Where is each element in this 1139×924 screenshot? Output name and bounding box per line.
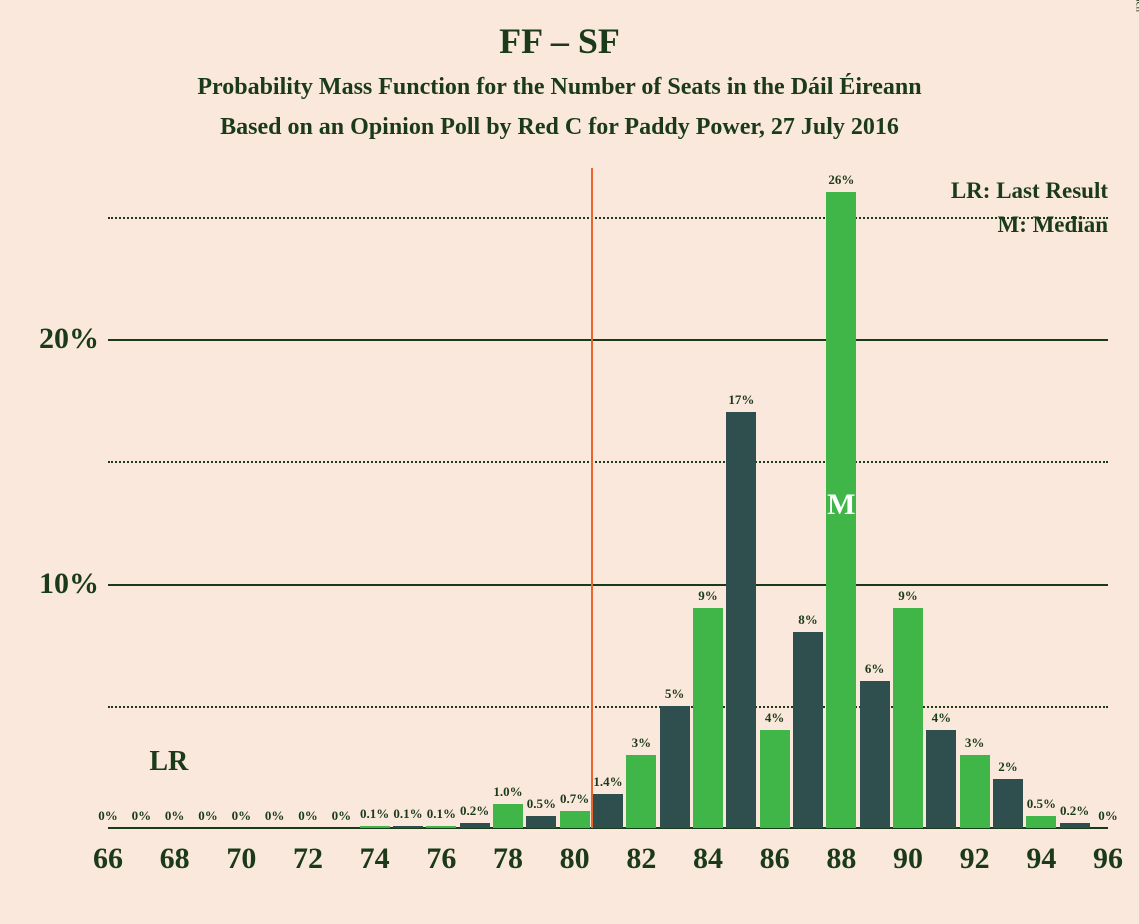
bar-value-label: 1.0%: [493, 784, 522, 800]
reference-vline: [591, 168, 593, 828]
x-axis-tick-label: 84: [693, 842, 723, 876]
bar: [493, 804, 523, 828]
x-axis-tick-label: 86: [760, 842, 790, 876]
x-axis-tick-label: 66: [93, 842, 123, 876]
bar: [393, 826, 423, 828]
bar-value-label: 0%: [98, 808, 118, 824]
bar: [1026, 816, 1056, 828]
grid-line-minor: [108, 217, 1108, 219]
bar-value-label: 5%: [665, 686, 685, 702]
bar: [626, 755, 656, 828]
bar-value-label: 1.4%: [593, 774, 622, 790]
bar-value-label: 0%: [198, 808, 218, 824]
y-axis-tick-label: 20%: [9, 322, 99, 356]
chart-title: FF – SF: [0, 20, 1119, 62]
bar-value-label: 26%: [828, 172, 854, 188]
bar-value-label: 4%: [765, 710, 785, 726]
bar: [693, 608, 723, 828]
pmf-chart: FF – SF Probability Mass Function for th…: [0, 0, 1139, 924]
bar: [993, 779, 1023, 828]
bar: [560, 811, 590, 828]
grid-line: [108, 584, 1108, 586]
bar-value-label: 3%: [632, 735, 652, 751]
plot-area: 0%0%0%0%0%0%0%0%0.1%0.1%0.1%0.2%1.0%0.5%…: [108, 168, 1108, 828]
grid-line-minor: [108, 706, 1108, 708]
bar-value-label: 3%: [965, 735, 985, 751]
bar-value-label: 17%: [728, 392, 754, 408]
bar: [926, 730, 956, 828]
bar-value-label: 9%: [698, 588, 718, 604]
grid-line: [108, 339, 1108, 341]
bar-value-label: 0.5%: [527, 796, 556, 812]
bar: [760, 730, 790, 828]
bar: [526, 816, 556, 828]
bar-value-label: 9%: [898, 588, 918, 604]
chart-subtitle-1: Probability Mass Function for the Number…: [0, 74, 1119, 101]
bar: [593, 794, 623, 828]
x-axis-tick-label: 74: [360, 842, 390, 876]
bar-value-label: 0%: [1098, 808, 1118, 824]
x-axis-tick-label: 94: [1026, 842, 1056, 876]
x-axis-tick-label: 70: [226, 842, 256, 876]
bar-value-label: 0%: [265, 808, 285, 824]
bar: [860, 681, 890, 828]
legend-median: M: Median: [997, 212, 1108, 238]
x-axis-tick-label: 76: [426, 842, 456, 876]
bar: [1060, 823, 1090, 828]
bar-value-label: 2%: [998, 759, 1018, 775]
bar-value-label: 8%: [798, 612, 818, 628]
x-axis-tick-label: 68: [160, 842, 190, 876]
chart-subtitle-2: Based on an Opinion Poll by Red C for Pa…: [0, 114, 1119, 141]
x-axis-tick-label: 90: [893, 842, 923, 876]
bar-value-label: 0.2%: [460, 803, 489, 819]
x-axis-tick-label: 82: [626, 842, 656, 876]
bar: [960, 755, 990, 828]
bar: [360, 826, 390, 828]
bar: [426, 826, 456, 828]
bar: [793, 632, 823, 828]
bar-value-label: 0.2%: [1060, 803, 1089, 819]
bar-value-label: 0%: [232, 808, 252, 824]
bar-value-label: 6%: [865, 661, 885, 677]
bar-value-label: 0.1%: [360, 806, 389, 822]
x-axis-tick-label: 88: [826, 842, 856, 876]
copyright-text: © 2020 Filip van Laenen: [1133, 0, 1139, 12]
bar-value-label: 0%: [165, 808, 185, 824]
bar-value-label: 0%: [132, 808, 152, 824]
bar-value-label: 0%: [332, 808, 352, 824]
bar-value-label: 0%: [298, 808, 318, 824]
bar: [893, 608, 923, 828]
bar: [726, 412, 756, 828]
bar-value-label: 0.5%: [1027, 796, 1056, 812]
x-axis-tick-label: 78: [493, 842, 523, 876]
y-axis-tick-label: 10%: [9, 567, 99, 601]
bar: [460, 823, 490, 828]
x-axis-tick-label: 72: [293, 842, 323, 876]
bar: [660, 706, 690, 828]
x-axis-tick-label: 92: [960, 842, 990, 876]
bar-value-label: 4%: [932, 710, 952, 726]
bar-value-label: 0.1%: [393, 806, 422, 822]
bar-value-label: 0.7%: [560, 791, 589, 807]
median-marker: M: [827, 488, 855, 522]
x-axis-tick-label: 96: [1093, 842, 1123, 876]
last-result-marker: LR: [149, 746, 188, 778]
legend-last-result: LR: Last Result: [951, 178, 1108, 204]
bar-value-label: 0.1%: [427, 806, 456, 822]
grid-line-minor: [108, 461, 1108, 463]
x-axis-tick-label: 80: [560, 842, 590, 876]
